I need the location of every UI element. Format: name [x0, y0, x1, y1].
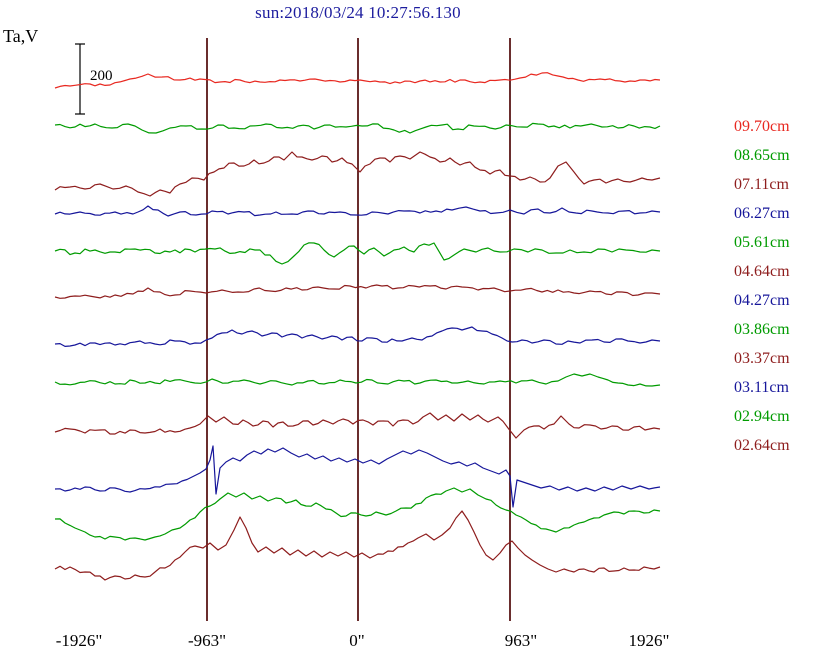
wavelength-legend: 09.70cm 08.65cm 07.11cm 06.27cm 05.61cm 04.64… [734, 112, 790, 460]
legend-item-wavelength: 04.64cm [734, 263, 790, 280]
legend-item-wavelength: 03.37cm [734, 350, 790, 367]
legend-item-wavelength: 04.27cm [734, 292, 790, 309]
scan-trace-02.64cm [54, 510, 661, 581]
scan-trace-03.86cm [54, 373, 661, 387]
legend-item-wavelength: 06.27cm [734, 205, 790, 222]
x-axis-tick-labels: -1926" -963" 0" 963" 1926" [0, 631, 813, 655]
legend-item-wavelength: 08.65cm [734, 147, 790, 164]
scan-trace-09.70cm [54, 72, 661, 89]
legend-item-wavelength: 02.64cm [734, 437, 790, 454]
scan-trace-02.94cm [54, 487, 661, 541]
legend-item-wavelength: 09.70cm [734, 118, 790, 135]
scan-trace-07.11cm [54, 151, 661, 197]
y-axis-label: Ta,V [3, 26, 39, 46]
scan-trace-04.64cm [54, 284, 661, 299]
scan-trace-04.27cm [54, 326, 661, 347]
scan-trace-03.11cm [54, 445, 661, 508]
scan-trace-03.37cm [54, 412, 661, 439]
x-tick-label: 0" [349, 631, 365, 650]
legend-item-wavelength: 03.11cm [734, 379, 789, 396]
scale-bar-label: 200 [90, 68, 113, 84]
x-tick-label: -1926" [55, 631, 103, 650]
legend-item-wavelength: 03.86cm [734, 321, 790, 338]
x-tick-label: 1926" [628, 631, 670, 650]
chart-title: sun:2018/03/24 10:27:56.130 [255, 3, 461, 22]
legend-item-wavelength: 05.61cm [734, 234, 790, 251]
scan-trace-06.27cm [54, 205, 661, 217]
legend-item-wavelength: 07.11cm [734, 176, 789, 193]
scan-trace-05.61cm [54, 242, 661, 265]
x-tick-label: 963" [504, 631, 538, 650]
x-tick-label: -963" [187, 631, 227, 650]
legend-item-wavelength: 02.94cm [734, 408, 790, 425]
scan-trace-08.65cm [54, 122, 661, 134]
